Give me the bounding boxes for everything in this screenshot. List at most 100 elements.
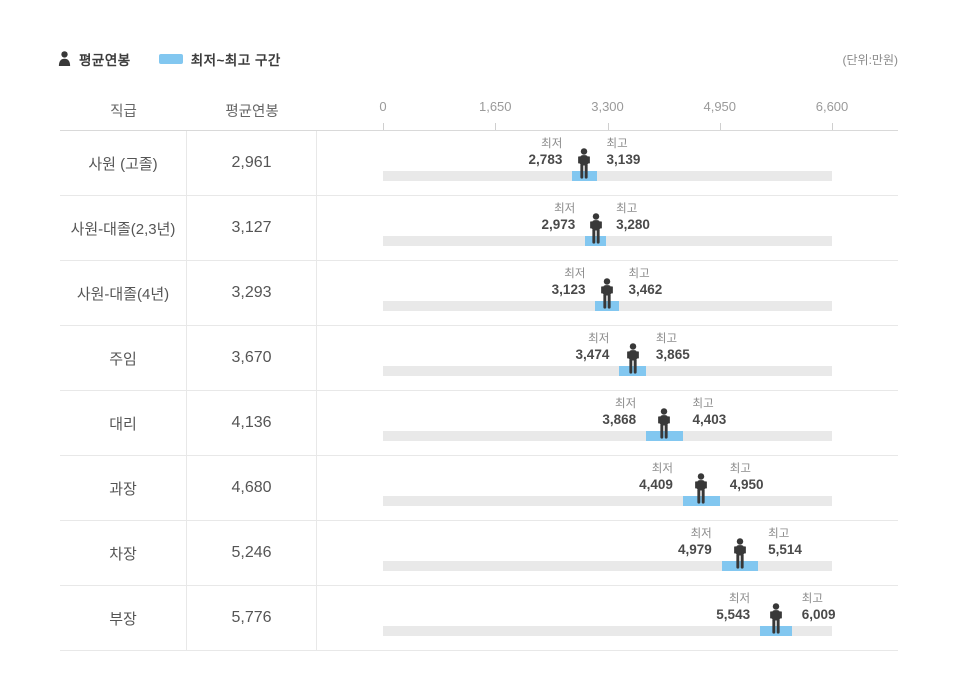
- avg-salary-cell: 5,246: [187, 521, 317, 585]
- axis-tick-mark: [495, 123, 497, 130]
- person-icon: [57, 51, 72, 67]
- max-value: 3,462: [628, 282, 663, 297]
- min-label: 최저: [690, 528, 712, 540]
- min-block: 최저 2,783: [529, 137, 563, 168]
- min-label: 최저: [588, 333, 610, 345]
- unit-label: (단위:만원): [842, 52, 899, 67]
- avg-salary-cell: 4,136: [187, 391, 317, 455]
- table-row: 사원 (고졸) 2,961 최저 2,783 최고: [60, 131, 898, 196]
- max-label: 최고: [768, 528, 790, 540]
- position-cell: 주임: [60, 326, 187, 390]
- range-chart-cell: 최저 3,868 최고 4,403: [317, 391, 898, 455]
- min-value: 5,543: [716, 607, 751, 622]
- max-value: 5,514: [768, 542, 802, 557]
- salary-table: 직급 평균연봉 0 1,650 3,300 4,950 6,600 사원 (고졸) 2,…: [60, 97, 898, 651]
- max-block: 최고 5,514: [768, 527, 802, 558]
- axis-tick-label: 1,650: [478, 99, 512, 114]
- avg-salary-cell: 3,293: [187, 261, 317, 325]
- range-chart-cell: 최저 2,973 최고 3,280: [317, 196, 898, 260]
- range-chart-cell: 최저 4,409 최고 4,950: [317, 456, 898, 520]
- max-value: 6,009: [801, 607, 836, 622]
- max-block: 최고 4,403: [693, 397, 727, 428]
- max-block: 최고 3,462: [629, 267, 663, 298]
- max-label: 최고: [692, 398, 714, 410]
- range-track: [383, 626, 832, 636]
- max-block: 최고 6,009: [802, 592, 836, 623]
- position-cell: 사원-대졸(4년): [60, 261, 187, 325]
- avg-salary-cell: 4,680: [187, 456, 317, 520]
- range-bar: [646, 431, 683, 441]
- legend: 평균연봉 최저~최고 구간 (단위:만원): [57, 48, 898, 70]
- max-label: 최고: [616, 203, 638, 215]
- range-chart-cell: 최저 5,543 최고 6,009: [317, 586, 898, 650]
- max-value: 4,950: [729, 477, 764, 492]
- min-block: 최저 3,868: [602, 397, 636, 428]
- position-cell: 과장: [60, 456, 187, 520]
- header-avg-salary: 평균연봉: [225, 104, 279, 120]
- range-bar: [760, 626, 792, 636]
- legend-average-label: 평균연봉: [79, 53, 131, 68]
- min-label: 최저: [651, 463, 673, 475]
- position-cell: 부장: [60, 586, 187, 650]
- range-chart-cell: 최저 3,123 최고 3,462: [317, 261, 898, 325]
- range-track: [383, 496, 832, 506]
- max-value: 3,865: [655, 347, 690, 362]
- person-icon: [767, 603, 784, 634]
- range-bar: [619, 366, 646, 376]
- min-value: 4,979: [677, 542, 712, 557]
- range-track: [383, 366, 832, 376]
- legend-item-range: 최저~최고 구간: [158, 49, 281, 69]
- max-label: 최고: [801, 593, 823, 605]
- max-label: 최고: [729, 463, 751, 475]
- person-icon: [693, 473, 710, 504]
- position-cell: 대리: [60, 391, 187, 455]
- axis-tick-label: 6,600: [815, 99, 849, 114]
- table-body: 사원 (고졸) 2,961 최저 2,783 최고: [60, 131, 898, 651]
- max-value: 4,403: [692, 412, 727, 427]
- table-row: 사원-대졸(2,3년) 3,127 최저 2,973 최고: [60, 196, 898, 261]
- range-swatch-icon: [158, 54, 183, 64]
- axis: 0 1,650 3,300 4,950 6,600: [317, 97, 898, 130]
- table-header: 직급 평균연봉 0 1,650 3,300 4,950 6,600: [60, 97, 898, 131]
- min-block: 최저 2,973: [541, 202, 575, 233]
- axis-tick-label: 0: [379, 99, 387, 114]
- axis-tick-mark: [832, 123, 833, 130]
- range-bar: [585, 236, 607, 246]
- range-chart-cell: 최저 3,474 최고 3,865: [317, 326, 898, 390]
- legend-range-label: 최저~최고 구간: [190, 53, 281, 68]
- max-value: 3,280: [616, 217, 650, 232]
- axis-tick-mark: [383, 123, 384, 130]
- avg-salary-cell: 3,670: [187, 326, 317, 390]
- min-block: 최저 5,543: [716, 592, 750, 623]
- min-block: 최저 4,409: [639, 462, 673, 493]
- axis-tick-label: 3,300: [591, 99, 624, 114]
- min-value: 3,123: [551, 282, 586, 297]
- range-track: [383, 561, 832, 571]
- min-value: 3,474: [575, 347, 610, 362]
- table-row: 사원-대졸(4년) 3,293 최저 3,123 최고: [60, 261, 898, 326]
- table-row: 부장 5,776 최저 5,543 최고 6,009: [60, 586, 898, 651]
- person-icon: [731, 538, 748, 569]
- person-icon: [624, 343, 641, 374]
- min-label: 최저: [564, 268, 586, 280]
- avg-salary-cell: 3,127: [187, 196, 317, 260]
- max-label: 최고: [606, 138, 628, 150]
- axis-tick-mark: [607, 123, 609, 130]
- table-row: 과장 4,680 최저 4,409 최고 4,950: [60, 456, 898, 521]
- person-icon: [587, 213, 604, 244]
- range-bar: [572, 171, 597, 181]
- min-block: 최저 4,979: [678, 527, 712, 558]
- person-icon: [656, 408, 673, 439]
- min-value: 2,783: [528, 152, 563, 167]
- range-bar: [595, 301, 619, 311]
- max-label: 최고: [628, 268, 650, 280]
- position-cell: 사원 (고졸): [60, 131, 187, 195]
- max-label: 최고: [655, 333, 678, 345]
- range-track: [383, 431, 832, 441]
- min-value: 2,973: [541, 217, 576, 232]
- axis-tick-mark: [719, 123, 721, 130]
- min-label: 최저: [728, 593, 751, 605]
- max-block: 최고 3,280: [616, 202, 650, 233]
- range-chart-cell: 최저 4,979 최고 5,514: [317, 521, 898, 585]
